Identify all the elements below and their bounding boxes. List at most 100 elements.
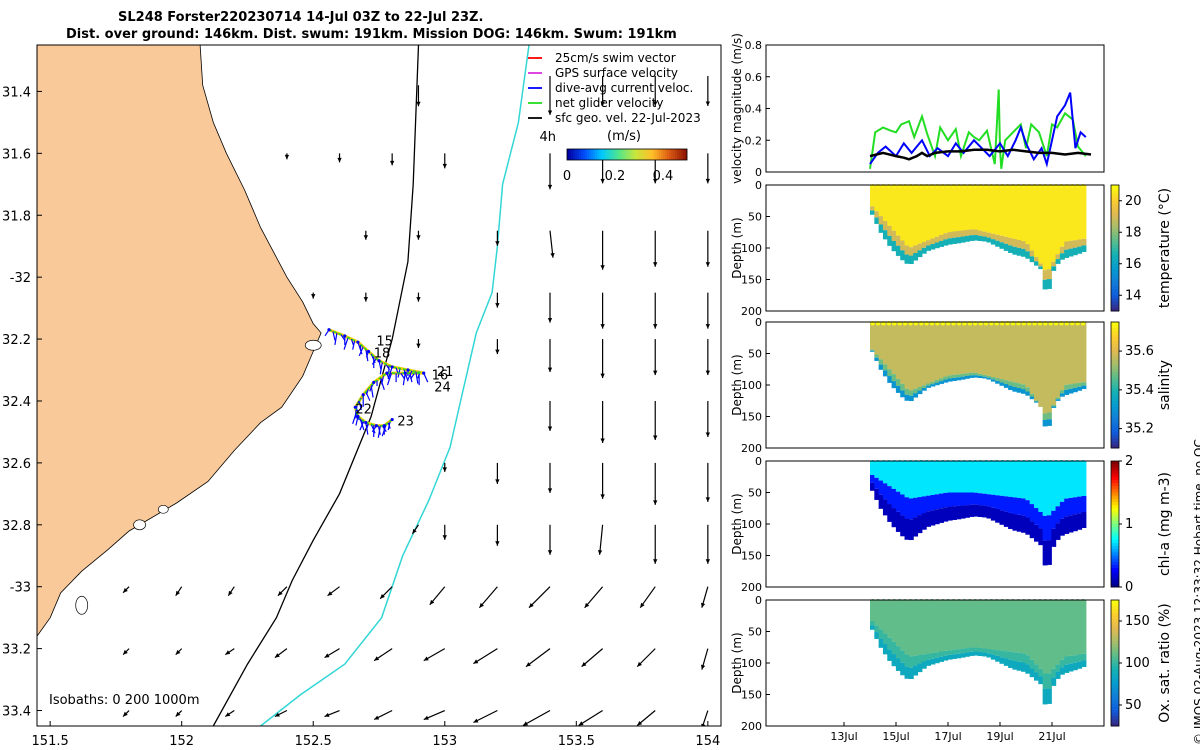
section-cell-upper	[930, 322, 936, 382]
section-cell-upper	[870, 461, 875, 475]
depth-tick-label: 150	[741, 689, 762, 702]
colorbar-cell	[1111, 539, 1119, 544]
colorbar-tick-label: 0.4	[653, 169, 674, 184]
isobath-200m	[212, 45, 420, 726]
section-cell-lower	[986, 506, 992, 519]
section-cell-lower	[939, 508, 944, 523]
colorbar-cell	[607, 149, 610, 160]
section-cell-upper	[960, 600, 966, 649]
time-tick-label: 13Jul	[830, 730, 857, 743]
colorbar-cell	[1111, 400, 1119, 405]
section-cell-mid	[1003, 651, 1009, 659]
isobaths-label: Isobaths: 0 200 1000m	[49, 693, 200, 708]
section-cell-lower	[1016, 388, 1022, 393]
colorbar-cell	[583, 149, 586, 160]
section-cell-mid	[995, 650, 1001, 656]
colorbar-cell	[571, 149, 574, 160]
colorbar-cell	[1111, 334, 1119, 339]
dive-avg-current-vector	[332, 331, 336, 341]
depth-tick-label: 200	[741, 442, 762, 455]
section-cell-lower	[1025, 391, 1031, 396]
section-cell-mid	[999, 379, 1005, 383]
dive-avg-current-vector	[352, 411, 358, 425]
current-vector-head	[705, 101, 711, 106]
section-cell-lower	[913, 252, 919, 261]
section-cell-lower	[934, 242, 940, 249]
colorbar-cell	[1111, 203, 1119, 208]
depth-tick-label: 200	[741, 305, 762, 318]
colorbar-cell	[1111, 347, 1119, 351]
section-cell-mid	[986, 375, 992, 378]
track-day-label: 22	[355, 402, 372, 417]
colorbar-frame	[566, 148, 688, 161]
section-cell-lower	[973, 651, 979, 656]
map-x-tick-label: 152.5	[295, 734, 332, 749]
colorbar-cell	[1111, 369, 1119, 373]
colorbar-cell	[669, 149, 672, 160]
section-cell-mid	[934, 494, 940, 510]
section-cell-upper	[956, 461, 962, 493]
section-cell-lower	[1003, 511, 1009, 527]
track-day-label: 23	[397, 415, 414, 430]
current-vector-head	[473, 718, 479, 723]
colorbar-cell	[1111, 625, 1119, 629]
section-cell-mid	[1072, 497, 1078, 515]
colorbar-cell	[637, 149, 640, 160]
section-cell-lower	[1003, 658, 1009, 666]
map-y-tick-label: 33.4	[2, 705, 31, 720]
colorbar-cell	[1111, 644, 1119, 648]
section-cell-lower	[1051, 266, 1057, 271]
colorbar-cell	[1111, 653, 1119, 658]
section-cell-upper	[1029, 185, 1035, 251]
dive-avg-current-vector	[358, 346, 364, 357]
section-cell-upper	[990, 600, 996, 650]
current-vector-head	[640, 602, 645, 608]
colorbar-cell	[621, 149, 624, 160]
section-cell-lower	[1021, 662, 1026, 672]
colorbar-cell	[603, 149, 606, 160]
depth-tick-label: 100	[741, 657, 762, 670]
colorbar-cell	[619, 149, 622, 160]
section-cell-lower	[874, 357, 880, 361]
section-cell-mid	[878, 359, 884, 365]
section-cell-upper	[870, 322, 875, 350]
section-cell-lower	[870, 350, 875, 352]
section-cell-lower	[930, 243, 936, 250]
section-cell-upper	[977, 461, 983, 494]
section-cell-lower	[982, 376, 988, 379]
section-cell-upper	[1029, 322, 1035, 394]
colorbar-cell	[1111, 603, 1119, 607]
colorbar-cell	[1111, 257, 1119, 262]
section-cell-upper	[1068, 461, 1074, 498]
colorbar-cell	[1111, 244, 1119, 249]
section-cell-mid	[1055, 397, 1061, 400]
section-cell-mid	[1064, 656, 1070, 665]
section-cell-upper	[1025, 322, 1031, 388]
section-cell-lower	[947, 506, 953, 521]
section-cell-mid	[1008, 496, 1014, 513]
section-cell-mid	[874, 211, 880, 218]
section-cell-upper	[999, 461, 1005, 496]
section-cell-mid	[1077, 654, 1083, 662]
section-cell-mid	[874, 477, 880, 489]
section-cell-mid	[908, 247, 914, 256]
colorbar-tick-label: 20	[1125, 194, 1142, 209]
section-cell-upper	[1038, 185, 1044, 264]
section-cell-mid	[977, 373, 983, 376]
current-vector-head	[175, 649, 181, 655]
section-cell-upper	[1051, 322, 1057, 406]
section-cell-mid	[939, 234, 944, 241]
glider-position	[374, 424, 378, 428]
colorbar-cell	[611, 149, 614, 160]
section-cell-mid	[917, 497, 923, 516]
colorbar-tick-label: 2	[1125, 454, 1133, 469]
current-vector-head	[416, 297, 421, 302]
section-cell-lower	[943, 379, 949, 383]
colorbar-cell	[1111, 238, 1119, 243]
current-vector-head	[653, 324, 658, 329]
map-y-tick-label: 33.2	[2, 643, 31, 658]
depth-axis-label: Depth (m)	[730, 632, 744, 693]
section-cell-lower	[999, 242, 1005, 249]
section-cell-upper	[1025, 185, 1031, 245]
